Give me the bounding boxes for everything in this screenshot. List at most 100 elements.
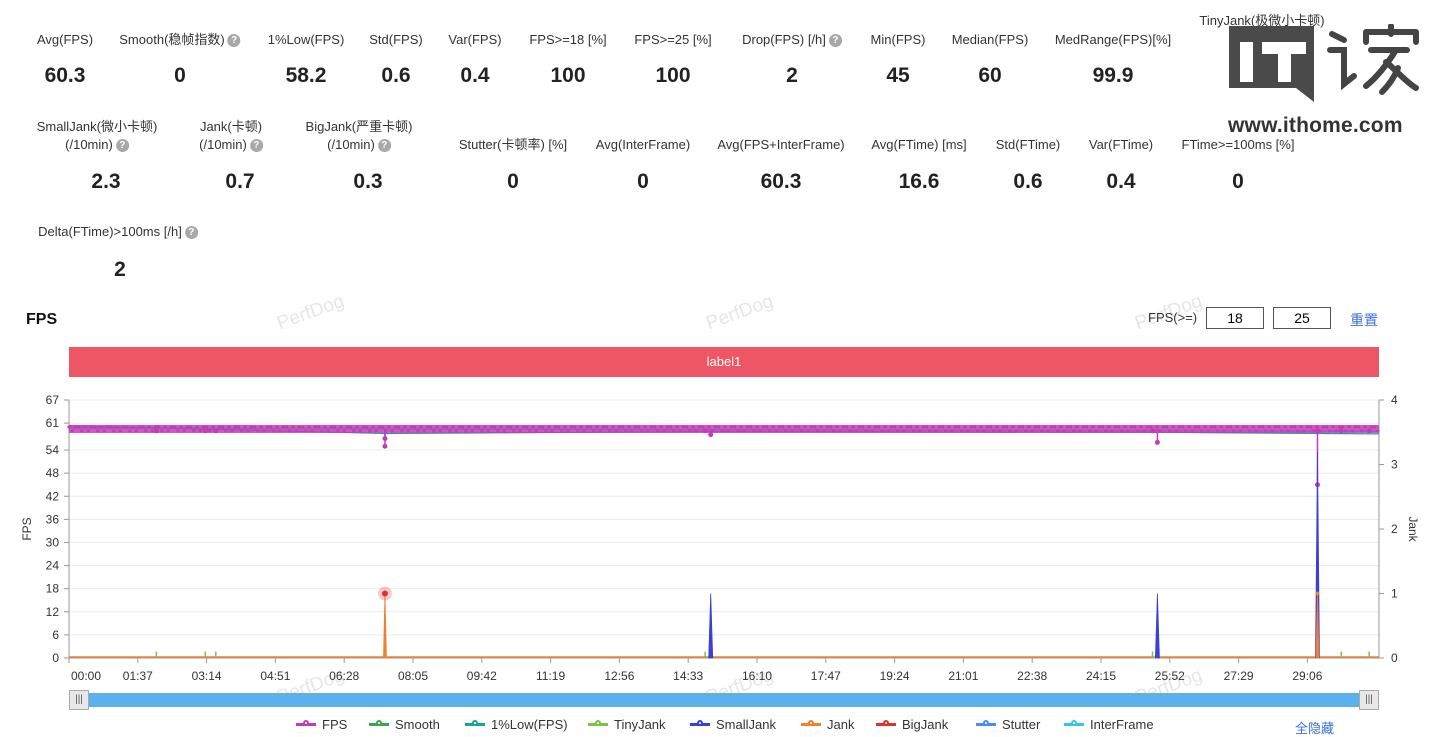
legend-item[interactable]: Smooth: [369, 717, 440, 732]
series-fps-point: [643, 425, 647, 429]
series-fps-point: [688, 429, 692, 433]
series-fps-point: [470, 429, 474, 433]
series-fps-point: [953, 425, 958, 429]
help-icon[interactable]: ?: [227, 34, 241, 48]
series-fps-point: [630, 429, 634, 433]
series-fps-point: [566, 429, 570, 433]
stat-value: 0: [507, 170, 519, 193]
reset-button[interactable]: 重置: [1350, 312, 1378, 328]
series-smalljank-spike: [708, 593, 714, 659]
help-icon[interactable]: ?: [115, 139, 129, 153]
series-fps-point: [176, 429, 180, 433]
series-fps-point: [889, 425, 894, 429]
legend-item[interactable]: FPS: [296, 717, 347, 732]
series-fps-point: [553, 425, 558, 429]
stat-label-text: (/10min): [327, 137, 375, 152]
legend-item[interactable]: Jank: [801, 717, 854, 732]
series-fps-point: [800, 429, 804, 433]
series-fps-point: [934, 429, 938, 433]
x-tick-label: 00:00: [71, 669, 101, 683]
series-fps-point: [1283, 425, 1287, 429]
series-fps-point: [1280, 429, 1284, 433]
legend-item-label: BigJank: [902, 717, 949, 732]
series-fps-dip-point: [382, 436, 388, 442]
legend-item[interactable]: BigJank: [876, 717, 948, 732]
time-range-track[interactable]: [79, 693, 1369, 707]
series-fps-point: [1024, 429, 1028, 433]
series-fps-point: [307, 425, 311, 429]
series-fps-point: [755, 425, 759, 429]
series-fps-point: [544, 429, 548, 433]
help-icon[interactable]: ?: [184, 226, 198, 240]
series-fps-point: [1107, 425, 1111, 429]
help-icon[interactable]: ?: [249, 139, 263, 153]
legend-item[interactable]: SmallJank: [690, 717, 776, 732]
fps-threshold-input-2[interactable]: [1273, 307, 1331, 329]
hide-all-button[interactable]: 全隐藏: [1295, 721, 1335, 736]
fps-threshold-input-1[interactable]: [1206, 307, 1264, 329]
series-fps-point: [240, 429, 244, 433]
y-tick-label: 6: [52, 628, 59, 642]
series-fps-point: [973, 425, 977, 429]
series-fps-point: [515, 425, 519, 429]
help-icon[interactable]: ?: [828, 34, 842, 48]
series-fps-point: [563, 425, 567, 429]
label-bar[interactable]: label1: [69, 347, 1379, 377]
series-fps-point: [733, 425, 737, 429]
series-fps-point: [752, 429, 756, 433]
series-fps-point: [185, 425, 189, 429]
series-fps-point: [115, 425, 119, 429]
series-fps-point: [336, 429, 340, 433]
series-fps-point: [1161, 425, 1165, 429]
series-fps-point: [646, 429, 650, 433]
series-fps-point: [793, 425, 798, 429]
stat-value: 60: [978, 64, 1002, 87]
series-fps-point: [739, 425, 743, 429]
stat-label-text: Std(FTime): [995, 137, 1061, 152]
series-fps-point: [464, 429, 468, 433]
fps-threshold-label: FPS(>=): [1148, 310, 1198, 325]
series-fps-point: [521, 425, 526, 429]
series-fps-point: [560, 429, 564, 433]
help-icon[interactable]: ?: [377, 139, 391, 153]
series-fps-point: [217, 425, 221, 429]
series-fps-point: [169, 425, 173, 429]
legend-swatch-dot: [472, 720, 478, 727]
series-fps-point: [960, 429, 964, 433]
stat-label-text: FPS>=25 [%]: [634, 32, 712, 47]
time-range-handle-left[interactable]: |||: [69, 690, 89, 710]
series-fps-point: [323, 425, 327, 429]
series-fps-point: [1216, 429, 1220, 433]
legend-item[interactable]: 1%Low(FPS): [465, 717, 568, 732]
series-fps-point: [669, 425, 673, 429]
series-fps-point: [694, 429, 698, 433]
series-fps-point: [1241, 425, 1245, 429]
time-range-handle-right[interactable]: |||: [1359, 690, 1379, 710]
x-tick-label: 04:51: [260, 669, 290, 683]
series-fps-point: [99, 425, 103, 429]
stat-label-text: Avg(FPS+InterFrame): [717, 137, 845, 152]
x-tick-label: 08:05: [398, 669, 428, 683]
series-fps-point: [406, 429, 410, 433]
series-fps-point: [256, 429, 260, 433]
time-range-slider[interactable]: ||| |||: [69, 690, 1379, 710]
stat-label-text: TinyJank(极微小卡顿): [1199, 13, 1325, 28]
series-jank-spike: [383, 593, 387, 659]
series-fps-point: [611, 425, 615, 429]
legend-item[interactable]: InterFrame: [1064, 717, 1154, 732]
series-fps-point: [246, 429, 250, 433]
series-fps-point: [768, 429, 772, 433]
series-fps-point: [720, 429, 724, 433]
series-fps-point: [803, 425, 807, 429]
series-fps-point: [537, 425, 542, 429]
series-fps-point: [1219, 425, 1223, 429]
series-fps-point: [1075, 425, 1079, 429]
legend-item[interactable]: TinyJank: [588, 717, 666, 732]
series-fps-point: [477, 425, 481, 429]
legend-item[interactable]: Stutter: [976, 717, 1040, 732]
series-fps-point: [525, 425, 529, 429]
stat-value: 0.6: [1013, 170, 1043, 193]
series-fps-point: [144, 429, 148, 433]
series-fps-point: [505, 425, 509, 429]
